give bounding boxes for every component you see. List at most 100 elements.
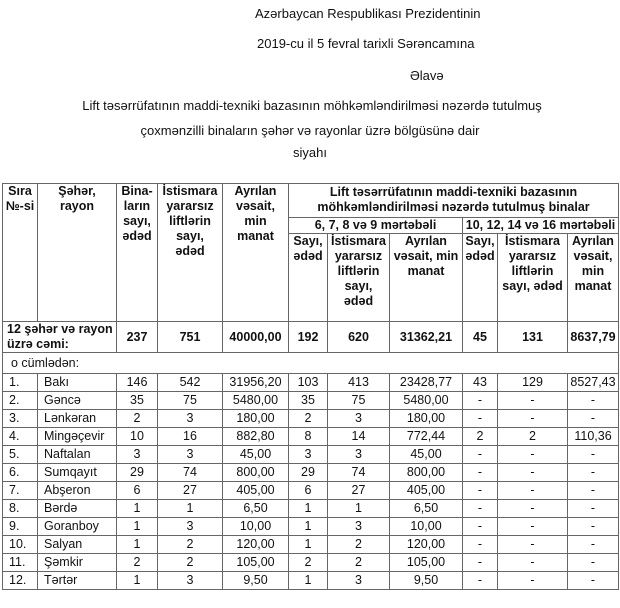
row-value: 3 xyxy=(327,517,390,536)
table-row: 4. Mingəçevir 10 16 882,80 8 14 772,44 2 2 110,36 xyxy=(2,427,619,446)
total-label: 12 şəhər və rayon üzrə cəmi: xyxy=(2,321,117,353)
row-city: Şəmkir xyxy=(37,553,117,572)
row-value: 542 xyxy=(157,373,223,392)
row-number: 5. xyxy=(2,445,38,464)
row-value: 74 xyxy=(157,463,223,482)
header-count-2: Sayı, ədəd xyxy=(462,233,498,322)
row-value: 2 xyxy=(462,427,498,446)
row-value: 800,00 xyxy=(222,463,289,482)
table-row: 12. Tərtər 1 3 9,50 1 3 9,50- - - xyxy=(2,571,619,590)
row-value: 2 xyxy=(157,553,223,572)
row-value: 3 xyxy=(157,517,223,536)
table-row: 7. Abşeron 6 27 405,00 6 27 405,00- - - xyxy=(2,481,619,500)
row-city: Naftalan xyxy=(37,445,117,464)
row-value: 2 xyxy=(116,553,158,572)
row-value: 103 xyxy=(288,373,328,392)
header-no: Sıra №-si xyxy=(2,183,38,322)
row-value: - xyxy=(462,463,498,482)
row-number: 4. xyxy=(2,427,38,446)
row-number: 7. xyxy=(2,481,38,500)
row-value: 3 xyxy=(327,571,390,590)
title-line-2: çoxmənzilli binaların şəhər və rayonlar … xyxy=(140,123,480,138)
row-value: 3 xyxy=(327,445,390,464)
row-value: 2 xyxy=(116,409,158,428)
row-number: 10. xyxy=(2,535,38,554)
total-value: 40000,00 xyxy=(222,321,289,353)
header-group: Lift təsərrüfatının maddi-texniki bazası… xyxy=(288,183,619,218)
row-value: 9,50 xyxy=(222,571,289,590)
row-value: 6 xyxy=(116,481,158,500)
table-row: 5. Naftalan 3 3 45,00 3 3 45,00- - - xyxy=(2,445,619,464)
row-city: Mingəçevir xyxy=(37,427,117,446)
row-value: 9,50 xyxy=(389,571,463,590)
row-value: - xyxy=(567,499,619,518)
row-value: - xyxy=(567,445,619,464)
row-value: 1 xyxy=(288,517,328,536)
table-row: 9. Goranboy 1 3 10,00 1 3 10,00- - - xyxy=(2,517,619,536)
row-value: 1 xyxy=(288,571,328,590)
row-value: - xyxy=(462,445,498,464)
row-value: 10 xyxy=(116,427,158,446)
total-value: 620 xyxy=(327,321,390,353)
row-value: 27 xyxy=(327,481,390,500)
row-value: 45,00 xyxy=(222,445,289,464)
total-value: 8637,79 xyxy=(567,321,619,353)
total-row: 12 şəhər və rayon üzrə cəmi: 237 751 40000… xyxy=(2,321,619,353)
row-value: - xyxy=(497,445,568,464)
row-number: 3. xyxy=(2,409,38,428)
row-value: 45,00 xyxy=(389,445,463,464)
header-sub-2: 10, 12, 14 və 16 mərtəbəli xyxy=(462,216,619,235)
header-funds-1: Ayrılan vəsait, min manat xyxy=(389,233,463,322)
table-row: 2. Gəncə 35 75 5480,00 35 75 5480,00- - - xyxy=(2,391,619,410)
row-value: - xyxy=(497,535,568,554)
row-city: Gəncə xyxy=(37,391,117,410)
table-row: 10. Salyan 1 2 120,00 1 2 120,00- - - xyxy=(2,535,619,554)
row-value: 129 xyxy=(497,373,568,392)
header-count-1: Sayı, ədəd xyxy=(288,233,328,322)
title-line-1: Lift təsərrüfatının maddi-texniki bazası… xyxy=(82,98,542,113)
row-value: 1 xyxy=(288,499,328,518)
row-value: 120,00 xyxy=(222,535,289,554)
row-value: - xyxy=(567,481,619,500)
row-value: 8 xyxy=(288,427,328,446)
header-buildings: Bina-ların sayı, ədəd xyxy=(116,183,158,322)
row-value: 29 xyxy=(116,463,158,482)
row-value: - xyxy=(497,391,568,410)
row-value: 110,36 xyxy=(567,427,619,446)
row-value: 10,00 xyxy=(389,517,463,536)
total-value: 45 xyxy=(462,321,498,353)
row-value: - xyxy=(462,571,498,590)
row-value: 16 xyxy=(157,427,223,446)
row-value: 120,00 xyxy=(389,535,463,554)
row-value: 27 xyxy=(157,481,223,500)
row-value: 5480,00 xyxy=(222,391,289,410)
row-value: - xyxy=(497,553,568,572)
row-value: 3 xyxy=(157,409,223,428)
table-row: 8. Bərdə 1 1 6,50 1 1 6,50- - - xyxy=(2,499,619,518)
row-number: 6. xyxy=(2,463,38,482)
row-number: 11. xyxy=(2,553,38,572)
row-value: - xyxy=(567,553,619,572)
row-city: Abşeron xyxy=(37,481,117,500)
row-value: 1 xyxy=(116,571,158,590)
row-value: - xyxy=(497,571,568,590)
row-city: Salyan xyxy=(37,535,117,554)
row-value: 6,50 xyxy=(389,499,463,518)
row-value: 1 xyxy=(116,535,158,554)
row-value: 1 xyxy=(327,499,390,518)
row-number: 8. xyxy=(2,499,38,518)
row-value: 405,00 xyxy=(389,481,463,500)
header-lifts-2: İstismara yararsız liftlərin sayı, ədəd xyxy=(497,233,568,322)
row-value: 23428,77 xyxy=(389,373,463,392)
row-value: 2 xyxy=(288,553,328,572)
allocation-table: Sıra №-si Şəhər, rayon Bina-ların sayı, … xyxy=(2,183,619,590)
row-value: 105,00 xyxy=(222,553,289,572)
row-value: - xyxy=(462,499,498,518)
row-value: 882,80 xyxy=(222,427,289,446)
row-value: 413 xyxy=(327,373,390,392)
row-value: 1 xyxy=(116,499,158,518)
header-funds-2: Ayrılan vəsait, min manat xyxy=(567,233,619,322)
row-value: 14 xyxy=(327,427,390,446)
row-value: - xyxy=(497,499,568,518)
header-city: Şəhər, rayon xyxy=(37,183,117,322)
